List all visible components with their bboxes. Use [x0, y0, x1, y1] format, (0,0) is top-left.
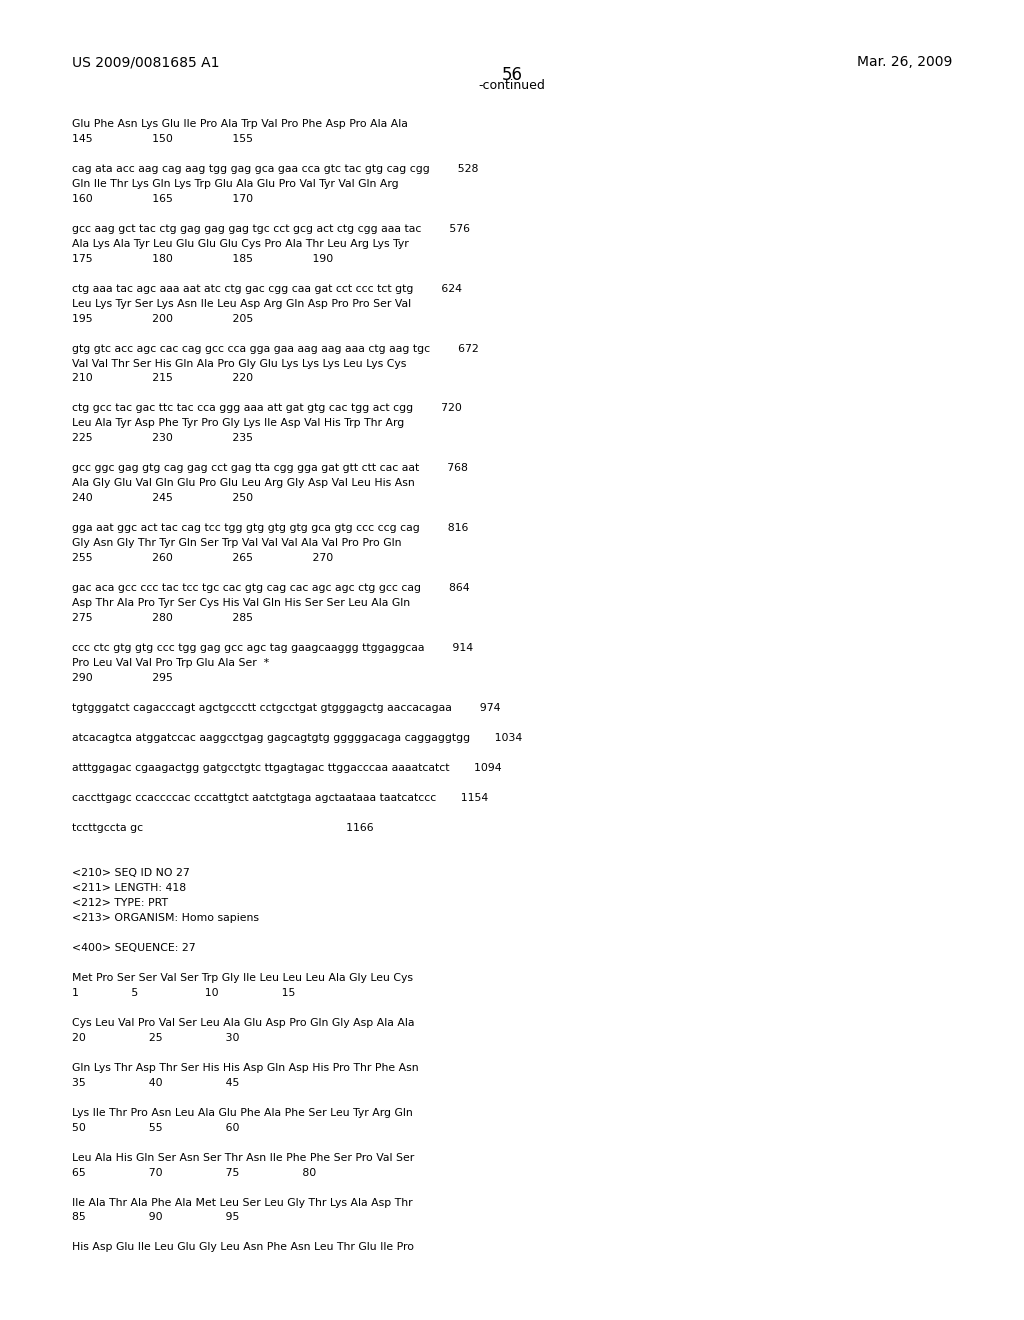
Text: gac aca gcc ccc tac tcc tgc cac gtg cag cac agc agc ctg gcc cag        864: gac aca gcc ccc tac tcc tgc cac gtg cag … [72, 583, 469, 593]
Text: Pro Leu Val Val Pro Trp Glu Ala Ser  *: Pro Leu Val Val Pro Trp Glu Ala Ser * [72, 659, 269, 668]
Text: tgtgggatct cagacccagt agctgccctt cctgcctgat gtgggagctg aaccacagaa        974: tgtgggatct cagacccagt agctgccctt cctgcct… [72, 704, 500, 713]
Text: 145                 150                 155: 145 150 155 [72, 133, 253, 144]
Text: Asp Thr Ala Pro Tyr Ser Cys His Val Gln His Ser Ser Leu Ala Gln: Asp Thr Ala Pro Tyr Ser Cys His Val Gln … [72, 598, 410, 609]
Text: caccttgagc ccaccccac cccattgtct aatctgtaga agctaataaa taatcatccc       1154: caccttgagc ccaccccac cccattgtct aatctgta… [72, 793, 487, 803]
Text: gcc ggc gag gtg cag gag cct gag tta cgg gga gat gtt ctt cac aat        768: gcc ggc gag gtg cag gag cct gag tta cgg … [72, 463, 468, 474]
Text: 175                 180                 185                 190: 175 180 185 190 [72, 253, 333, 264]
Text: tccttgccta gc                                                          1166: tccttgccta gc 1166 [72, 822, 374, 833]
Text: ctg gcc tac gac ttc tac cca ggg aaa att gat gtg cac tgg act cgg        720: ctg gcc tac gac ttc tac cca ggg aaa att … [72, 404, 462, 413]
Text: <210> SEQ ID NO 27: <210> SEQ ID NO 27 [72, 869, 189, 878]
Text: cag ata acc aag cag aag tgg gag gca gaa cca gtc tac gtg cag cgg        528: cag ata acc aag cag aag tgg gag gca gaa … [72, 164, 478, 174]
Text: 56: 56 [502, 66, 522, 84]
Text: Leu Ala His Gln Ser Asn Ser Thr Asn Ile Phe Phe Ser Pro Val Ser: Leu Ala His Gln Ser Asn Ser Thr Asn Ile … [72, 1152, 414, 1163]
Text: gga aat ggc act tac cag tcc tgg gtg gtg gtg gca gtg ccc ccg cag        816: gga aat ggc act tac cag tcc tgg gtg gtg … [72, 523, 468, 533]
Text: 20                  25                  30: 20 25 30 [72, 1032, 240, 1043]
Text: 240                 245                 250: 240 245 250 [72, 494, 253, 503]
Text: Leu Ala Tyr Asp Phe Tyr Pro Gly Lys Ile Asp Val His Trp Thr Arg: Leu Ala Tyr Asp Phe Tyr Pro Gly Lys Ile … [72, 418, 403, 429]
Text: 255                 260                 265                 270: 255 260 265 270 [72, 553, 333, 564]
Text: 290                 295: 290 295 [72, 673, 173, 684]
Text: atttggagac cgaagactgg gatgcctgtc ttgagtagac ttggacccaa aaaatcatct       1094: atttggagac cgaagactgg gatgcctgtc ttgagta… [72, 763, 502, 774]
Text: 195                 200                 205: 195 200 205 [72, 314, 253, 323]
Text: Cys Leu Val Pro Val Ser Leu Ala Glu Asp Pro Gln Gly Asp Ala Ala: Cys Leu Val Pro Val Ser Leu Ala Glu Asp … [72, 1018, 414, 1028]
Text: His Asp Glu Ile Leu Glu Gly Leu Asn Phe Asn Leu Thr Glu Ile Pro: His Asp Glu Ile Leu Glu Gly Leu Asn Phe … [72, 1242, 414, 1253]
Text: <213> ORGANISM: Homo sapiens: <213> ORGANISM: Homo sapiens [72, 913, 259, 923]
Text: Gln Lys Thr Asp Thr Ser His His Asp Gln Asp His Pro Thr Phe Asn: Gln Lys Thr Asp Thr Ser His His Asp Gln … [72, 1063, 419, 1073]
Text: <400> SEQUENCE: 27: <400> SEQUENCE: 27 [72, 942, 196, 953]
Text: US 2009/0081685 A1: US 2009/0081685 A1 [72, 55, 219, 70]
Text: Ala Lys Ala Tyr Leu Glu Glu Glu Cys Pro Ala Thr Leu Arg Lys Tyr: Ala Lys Ala Tyr Leu Glu Glu Glu Cys Pro … [72, 239, 409, 248]
Text: Val Val Thr Ser His Gln Ala Pro Gly Glu Lys Lys Lys Leu Lys Cys: Val Val Thr Ser His Gln Ala Pro Gly Glu … [72, 359, 407, 368]
Text: Ile Ala Thr Ala Phe Ala Met Leu Ser Leu Gly Thr Lys Ala Asp Thr: Ile Ala Thr Ala Phe Ala Met Leu Ser Leu … [72, 1197, 413, 1208]
Text: 275                 280                 285: 275 280 285 [72, 614, 253, 623]
Text: Lys Ile Thr Pro Asn Leu Ala Glu Phe Ala Phe Ser Leu Tyr Arg Gln: Lys Ile Thr Pro Asn Leu Ala Glu Phe Ala … [72, 1107, 413, 1118]
Text: ccc ctc gtg gtg ccc tgg gag gcc agc tag gaagcaaggg ttggaggcaa        914: ccc ctc gtg gtg ccc tgg gag gcc agc tag … [72, 643, 473, 653]
Text: Ala Gly Glu Val Gln Glu Pro Glu Leu Arg Gly Asp Val Leu His Asn: Ala Gly Glu Val Gln Glu Pro Glu Leu Arg … [72, 478, 415, 488]
Text: gcc aag gct tac ctg gag gag gag tgc cct gcg act ctg cgg aaa tac        576: gcc aag gct tac ctg gag gag gag tgc cct … [72, 223, 470, 234]
Text: 85                  90                  95: 85 90 95 [72, 1213, 239, 1222]
Text: 50                  55                  60: 50 55 60 [72, 1122, 240, 1133]
Text: Mar. 26, 2009: Mar. 26, 2009 [857, 55, 952, 70]
Text: 35                  40                  45: 35 40 45 [72, 1077, 239, 1088]
Text: 160                 165                 170: 160 165 170 [72, 194, 253, 203]
Text: atcacagtca atggatccac aaggcctgag gagcagtgtg gggggacaga caggaggtgg       1034: atcacagtca atggatccac aaggcctgag gagcagt… [72, 733, 522, 743]
Text: Gly Asn Gly Thr Tyr Gln Ser Trp Val Val Val Ala Val Pro Pro Gln: Gly Asn Gly Thr Tyr Gln Ser Trp Val Val … [72, 539, 401, 548]
Text: -continued: -continued [478, 79, 546, 92]
Text: Met Pro Ser Ser Val Ser Trp Gly Ile Leu Leu Leu Ala Gly Leu Cys: Met Pro Ser Ser Val Ser Trp Gly Ile Leu … [72, 973, 413, 983]
Text: Leu Lys Tyr Ser Lys Asn Ile Leu Asp Arg Gln Asp Pro Pro Ser Val: Leu Lys Tyr Ser Lys Asn Ile Leu Asp Arg … [72, 298, 411, 309]
Text: 210                 215                 220: 210 215 220 [72, 374, 253, 384]
Text: <211> LENGTH: 418: <211> LENGTH: 418 [72, 883, 185, 892]
Text: ctg aaa tac agc aaa aat atc ctg gac cgg caa gat cct ccc tct gtg        624: ctg aaa tac agc aaa aat atc ctg gac cgg … [72, 284, 462, 293]
Text: 65                  70                  75                  80: 65 70 75 80 [72, 1168, 316, 1177]
Text: Gln Ile Thr Lys Gln Lys Trp Glu Ala Glu Pro Val Tyr Val Gln Arg: Gln Ile Thr Lys Gln Lys Trp Glu Ala Glu … [72, 178, 398, 189]
Text: Glu Phe Asn Lys Glu Ile Pro Ala Trp Val Pro Phe Asp Pro Ala Ala: Glu Phe Asn Lys Glu Ile Pro Ala Trp Val … [72, 119, 408, 129]
Text: gtg gtc acc agc cac cag gcc cca gga gaa aag aag aaa ctg aag tgc        672: gtg gtc acc agc cac cag gcc cca gga gaa … [72, 343, 478, 354]
Text: 1               5                   10                  15: 1 5 10 15 [72, 987, 295, 998]
Text: <212> TYPE: PRT: <212> TYPE: PRT [72, 898, 168, 908]
Text: 225                 230                 235: 225 230 235 [72, 433, 253, 444]
